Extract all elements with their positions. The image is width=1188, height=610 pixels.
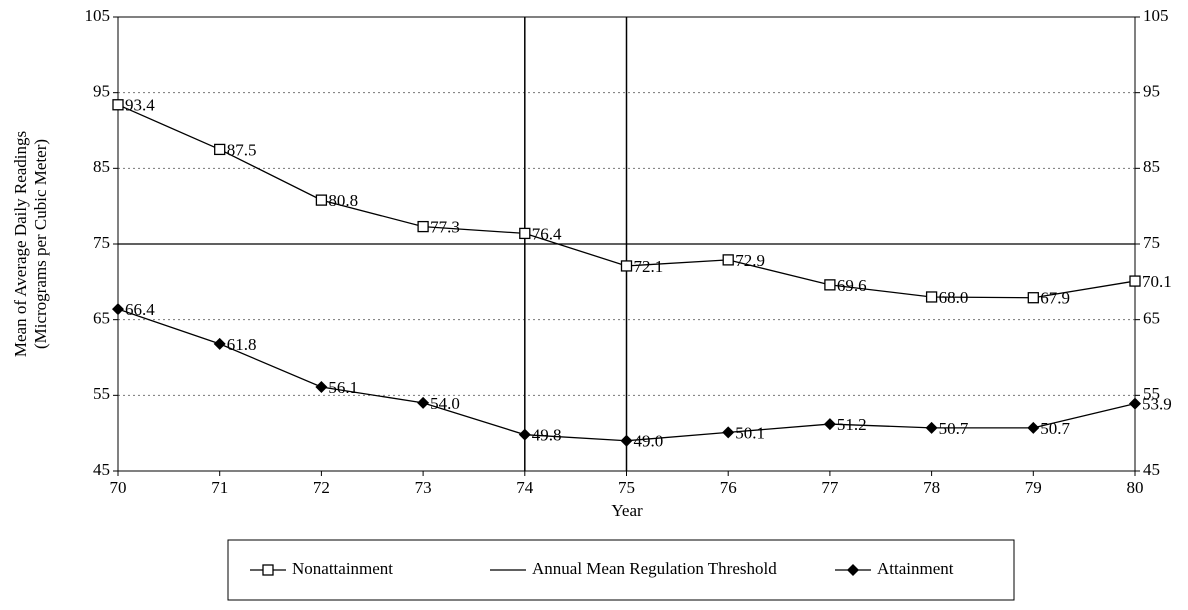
y2-tick-label: 95 [1143,82,1160,101]
data-label: 50.1 [735,423,765,442]
marker [417,396,430,409]
data-label: 72.1 [634,257,664,276]
data-label: 76.4 [532,224,562,243]
x-tick-label: 77 [821,478,839,497]
marker [722,254,734,266]
x-axis-label: Year [611,501,643,520]
data-label: 53.9 [1142,395,1172,414]
data-label: 72.9 [735,251,765,270]
data-label: 67.9 [1040,289,1070,308]
x-tick-label: 80 [1127,478,1144,497]
marker [213,337,226,350]
y2-tick-label: 65 [1143,309,1160,328]
marker [1129,397,1141,410]
marker [1129,275,1141,287]
marker [925,291,938,303]
legend-label: Attainment [877,559,954,578]
marker [519,227,531,240]
data-label: 77.3 [430,218,460,237]
marker [112,303,124,316]
legend-box [227,539,1015,601]
x-tick-label: 78 [923,478,940,497]
data-label: 56.1 [328,378,358,397]
data-label: 61.8 [227,335,257,354]
marker [214,143,226,156]
y2-tick-label: 45 [1143,460,1160,479]
x-tick-label: 75 [618,478,635,497]
marker [315,381,328,394]
marker [518,428,531,441]
data-label: 80.8 [328,191,358,210]
y-tick-label: 45 [93,460,110,479]
marker [1027,292,1039,304]
marker [417,220,429,233]
data-label: 66.4 [125,300,155,319]
marker [925,421,938,434]
marker [620,434,633,447]
legend-marker [847,564,859,576]
x-tick-label: 74 [516,478,534,497]
data-label: 70.1 [1142,272,1172,291]
x-tick-label: 76 [720,478,737,497]
data-label: 54.0 [430,394,460,413]
y-axis-label: (Micrograms per Cubic Meter) [31,139,50,349]
data-label: 93.4 [125,96,155,115]
data-label: 87.5 [227,140,257,159]
y2-tick-label: 105 [1143,6,1169,25]
y2-tick-label: 75 [1143,233,1160,252]
x-tick-label: 73 [415,478,432,497]
y2-tick-label: 85 [1143,157,1160,176]
data-label: 50.7 [939,419,969,438]
data-label: 49.0 [634,432,664,451]
x-tick-label: 72 [313,478,330,497]
y-tick-label: 105 [85,6,111,25]
legend-marker [262,564,274,576]
y-tick-label: 55 [93,384,110,403]
marker [1027,421,1040,434]
legend-label: Annual Mean Regulation Threshold [532,559,777,578]
data-label: 68.0 [939,288,969,307]
y2-tick-label: 55 [1143,384,1160,403]
data-label: 51.2 [837,415,867,434]
legend-label: Nonattainment [292,559,393,578]
y-tick-label: 85 [93,157,110,176]
y-tick-label: 65 [93,309,110,328]
y-tick-label: 75 [93,233,110,252]
data-label: 49.8 [532,426,562,445]
y-tick-label: 95 [93,82,110,101]
marker [823,418,836,431]
data-label: 50.7 [1040,419,1070,438]
data-label: 69.6 [837,276,867,295]
marker [824,279,836,291]
x-tick-label: 79 [1025,478,1042,497]
marker [620,260,633,272]
marker [112,99,124,111]
marker [315,194,328,206]
marker [722,426,735,439]
x-tick-label: 71 [211,478,228,497]
x-tick-label: 70 [110,478,127,497]
y-axis-label: Mean of Average Daily Readings [11,131,30,357]
